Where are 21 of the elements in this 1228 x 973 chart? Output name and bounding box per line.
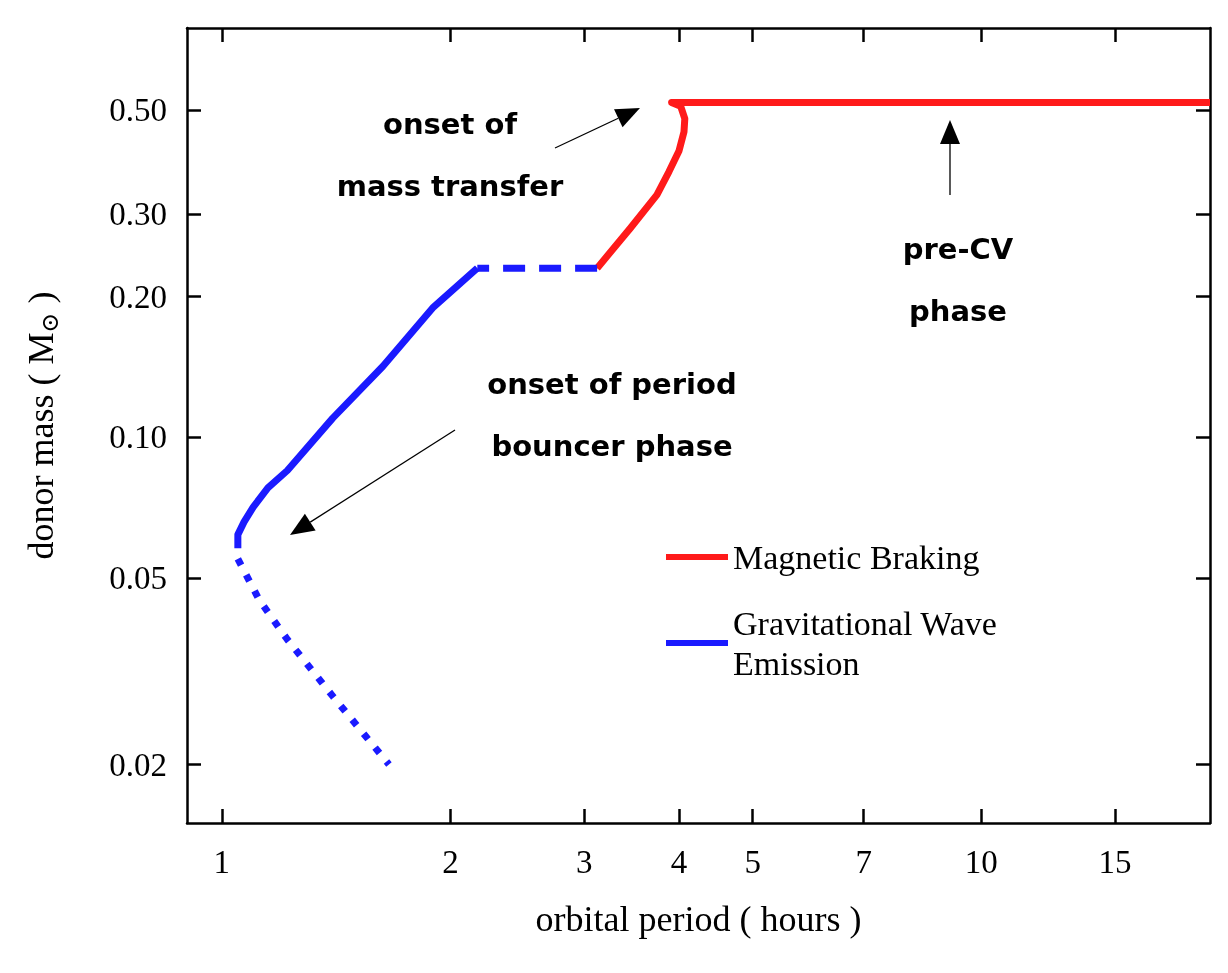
x-tick-label: 3 <box>575 843 593 880</box>
legend-label: Gravitational Wave Emission <box>733 604 1006 682</box>
y-axis-title: donor mass ( M⊙ ) <box>21 291 63 560</box>
x-tick-label: 2 <box>442 843 459 880</box>
x-tick-label: 1 <box>213 843 231 880</box>
y-tick-label: 0.05 <box>109 560 167 597</box>
annotation: onset of mass transfer <box>335 106 565 205</box>
x-tick-label: 15 <box>1098 843 1132 880</box>
y-tick-label: 0.30 <box>109 196 167 233</box>
annotation: pre-CV phase <box>901 231 1015 330</box>
y-tick-label: 0.02 <box>109 746 167 783</box>
x-tick-label: 10 <box>964 843 998 880</box>
legend-label: Magnetic Braking <box>733 538 980 576</box>
x-axis-title: orbital period ( hours ) <box>535 899 862 939</box>
annotation: onset of period bouncer phase <box>486 366 738 465</box>
x-tick-label: 7 <box>855 843 872 880</box>
y-tick-label: 0.20 <box>109 278 167 315</box>
y-tick-label: 0.50 <box>109 92 167 129</box>
x-tick-label: 5 <box>744 843 761 880</box>
y-tick-label: 0.10 <box>109 419 167 456</box>
x-tick-label: 4 <box>670 843 688 880</box>
